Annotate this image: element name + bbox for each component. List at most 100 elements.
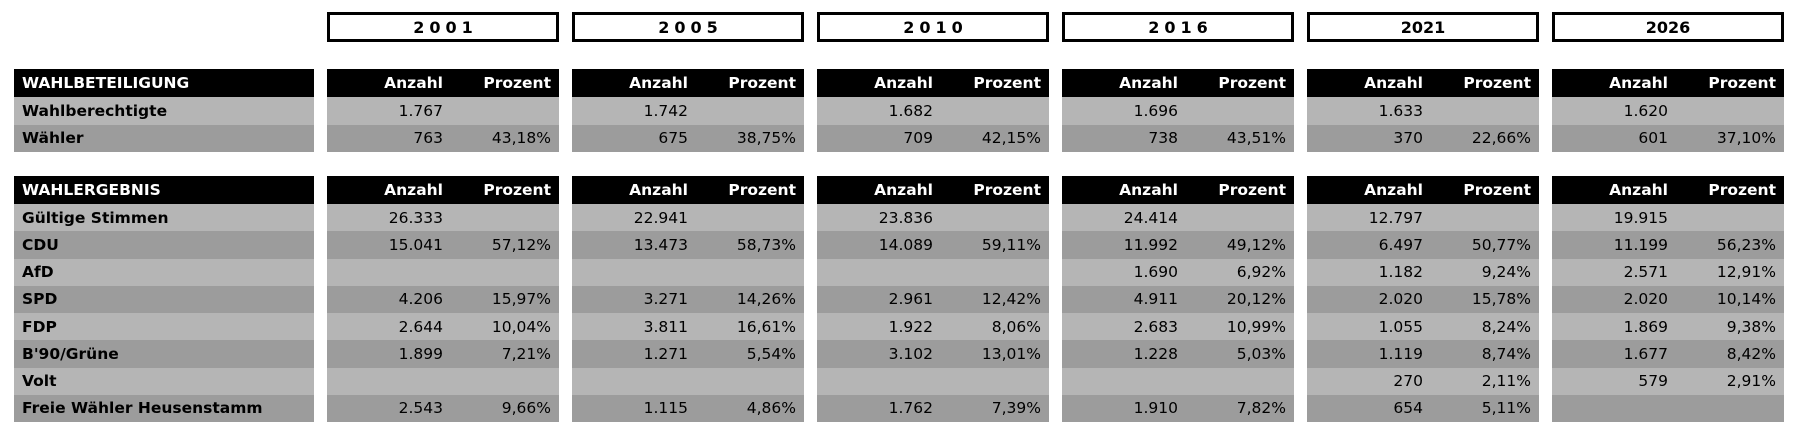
value-headers: Anzahl Prozent	[1062, 69, 1294, 97]
prozent-cell: 8,24%	[1481, 317, 1531, 336]
year-header-2026: 2026	[1552, 12, 1784, 42]
anzahl-cell: 1.677	[1623, 344, 1668, 363]
prozent-cell: 43,18%	[491, 129, 551, 148]
table-row: 2.961 12,42%	[817, 285, 1049, 313]
prozent-cell: 42,15%	[981, 129, 1041, 148]
anzahl-cell: 13.473	[633, 235, 688, 254]
table-row: 1.228 5,03%	[1062, 340, 1294, 368]
prozent-cell: 2,11%	[1481, 372, 1531, 391]
anzahl-cell: 1.696	[1133, 101, 1178, 120]
year-header-2010: 2010	[817, 12, 1049, 42]
anzahl-cell: 1.271	[643, 344, 688, 363]
prozent-cell: 5,54%	[746, 344, 796, 363]
value-headers: Anzahl Prozent	[1307, 69, 1539, 97]
table-row: 1.922 8,06%	[817, 313, 1049, 341]
table-row: 1.869 9,38%	[1552, 313, 1784, 341]
table-row: 11.992 49,12%	[1062, 231, 1294, 259]
anzahl-cell: 675	[658, 129, 688, 148]
row-label: AfD	[14, 258, 314, 286]
prozent-cell: 10,14%	[1716, 290, 1776, 309]
table-row: 3.811 16,61%	[572, 313, 804, 341]
table-row: 370 22,66%	[1307, 124, 1539, 152]
value-headers: Anzahl Prozent	[1307, 176, 1539, 204]
value-headers: Anzahl Prozent	[327, 69, 559, 97]
table-row: 11.199 56,23%	[1552, 231, 1784, 259]
table-row: 601 37,10%	[1552, 124, 1784, 152]
prozent-cell: 49,12%	[1226, 235, 1286, 254]
anzahl-header: Anzahl	[384, 74, 443, 92]
anzahl-cell: 1.119	[1378, 344, 1423, 363]
anzahl-cell: 1.115	[643, 399, 688, 418]
table-row: 1.119 8,74%	[1307, 340, 1539, 368]
anzahl-header: Anzahl	[1609, 181, 1668, 199]
year-header-spacer	[14, 12, 314, 42]
row-label: Gültige Stimmen	[14, 204, 314, 232]
anzahl-header: Anzahl	[874, 181, 933, 199]
anzahl-cell: 4.911	[1133, 290, 1178, 309]
prozent-cell: 14,26%	[736, 290, 796, 309]
section-gap	[14, 42, 314, 69]
table-row: 3.271 14,26%	[572, 285, 804, 313]
prozent-header: Prozent	[728, 74, 796, 92]
prozent-cell: 6,92%	[1236, 263, 1286, 282]
section-gap	[327, 152, 559, 176]
prozent-cell: 10,99%	[1226, 317, 1286, 336]
value-headers: Anzahl Prozent	[572, 69, 804, 97]
year-header-2005: 2005	[572, 12, 804, 42]
table-row: 15.041 57,12%	[327, 231, 559, 259]
anzahl-cell: 1.762	[888, 399, 933, 418]
table-row: 1.620	[1552, 97, 1784, 125]
year-column-2005: 2005 Anzahl Prozent 1.742 675 38,75% Anzahl Pro…	[572, 12, 804, 422]
anzahl-cell: 2.020	[1623, 290, 1668, 309]
year-header-2001: 2001	[327, 12, 559, 42]
prozent-header: Prozent	[1218, 181, 1286, 199]
anzahl-cell: 2.683	[1133, 317, 1178, 336]
section-gap	[1552, 42, 1784, 69]
anzahl-cell: 1.633	[1378, 101, 1423, 120]
anzahl-cell: 26.333	[388, 208, 443, 227]
year-header-2021: 2021	[1307, 12, 1539, 42]
anzahl-cell: 738	[1148, 129, 1178, 148]
year-column-2016: 2016 Anzahl Prozent 1.696 738 43,51% Anzahl Pro…	[1062, 12, 1294, 422]
prozent-cell: 58,73%	[736, 235, 796, 254]
table-row: 26.333	[327, 204, 559, 232]
section-gap	[572, 42, 804, 69]
table-row: 1.899 7,21%	[327, 340, 559, 368]
anzahl-cell: 270	[1393, 372, 1423, 391]
prozent-cell: 9,66%	[501, 399, 551, 418]
prozent-header: Prozent	[1463, 74, 1531, 92]
value-headers: Anzahl Prozent	[1062, 176, 1294, 204]
table-row	[1552, 394, 1784, 422]
anzahl-cell: 3.102	[888, 344, 933, 363]
year-column-2001: 2001 Anzahl Prozent 1.767 763 43,18% Anzahl Pro…	[327, 12, 559, 422]
prozent-cell: 22,66%	[1471, 129, 1531, 148]
prozent-header: Prozent	[1218, 74, 1286, 92]
section-gap	[817, 152, 1049, 176]
table-row: 1.055 8,24%	[1307, 313, 1539, 341]
anzahl-cell: 14.089	[878, 235, 933, 254]
prozent-header: Prozent	[973, 74, 1041, 92]
value-headers: Anzahl Prozent	[817, 176, 1049, 204]
prozent-cell: 7,82%	[1236, 399, 1286, 418]
row-label: SPD	[14, 285, 314, 313]
table-row: 1.115 4,86%	[572, 394, 804, 422]
prozent-cell: 16,61%	[736, 317, 796, 336]
table-row	[327, 258, 559, 286]
table-row: 738 43,51%	[1062, 124, 1294, 152]
prozent-cell: 15,78%	[1471, 290, 1531, 309]
anzahl-cell: 1.742	[643, 101, 688, 120]
table-row: 13.473 58,73%	[572, 231, 804, 259]
anzahl-cell: 1.922	[888, 317, 933, 336]
year-column-2026: 2026 Anzahl Prozent 1.620 601 37,10% Anzahl Pro…	[1552, 12, 1784, 422]
prozent-cell: 15,97%	[491, 290, 551, 309]
prozent-cell: 10,04%	[491, 317, 551, 336]
table-row: 1.696	[1062, 97, 1294, 125]
prozent-cell: 50,77%	[1471, 235, 1531, 254]
year-column-2021: 2021 Anzahl Prozent 1.633 370 22,66% Anzahl Pro…	[1307, 12, 1539, 422]
table-row: 1.910 7,82%	[1062, 394, 1294, 422]
value-headers: Anzahl Prozent	[1552, 176, 1784, 204]
table-row: 1.682	[817, 97, 1049, 125]
anzahl-header: Anzahl	[1609, 74, 1668, 92]
anzahl-cell: 1.228	[1133, 344, 1178, 363]
table-row: 4.911 20,12%	[1062, 285, 1294, 313]
